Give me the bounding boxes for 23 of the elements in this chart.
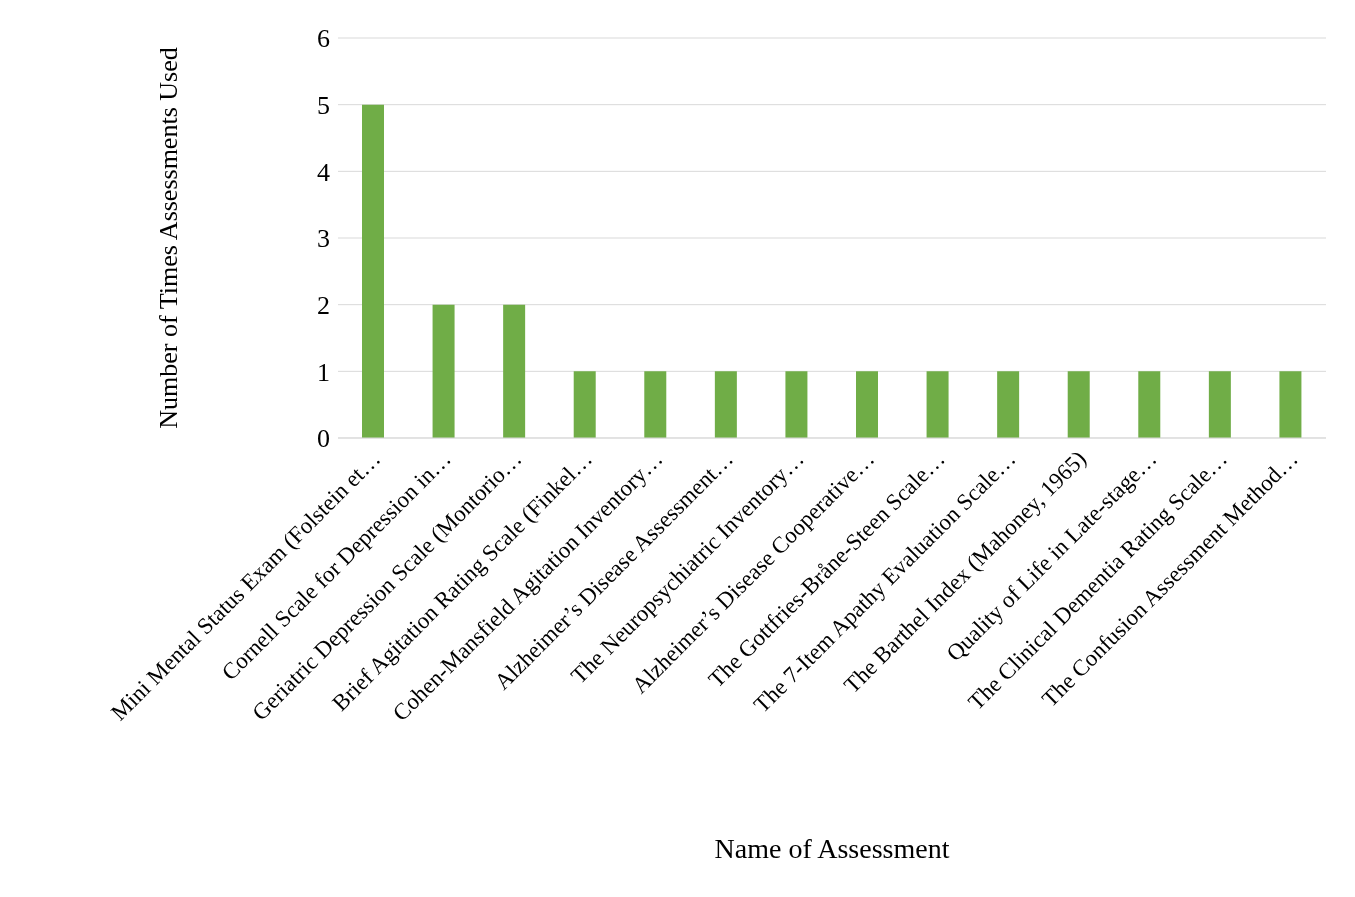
bar (714, 371, 737, 438)
bar (856, 371, 878, 438)
y-tick-label: 6 (317, 24, 330, 54)
bar (362, 104, 384, 438)
y-tick-label: 5 (317, 90, 330, 120)
y-axis-title: Number of Times Assessments Used (154, 47, 184, 429)
bar (1208, 371, 1231, 438)
bar (503, 304, 526, 438)
y-tick-label: 3 (317, 224, 330, 254)
y-tick-label: 1 (317, 357, 330, 387)
bar (1067, 371, 1090, 438)
bar (1138, 371, 1161, 438)
x-axis-title: Name of Assessment (714, 833, 950, 864)
bar (785, 371, 808, 438)
bar (997, 371, 1020, 438)
bar (1279, 371, 1302, 438)
bar (573, 371, 596, 438)
y-tick-label: 0 (317, 424, 330, 454)
bar (432, 304, 455, 438)
y-tick-label: 4 (317, 157, 330, 187)
bar (926, 371, 949, 438)
y-tick-label: 2 (317, 290, 330, 320)
bar (644, 371, 667, 438)
